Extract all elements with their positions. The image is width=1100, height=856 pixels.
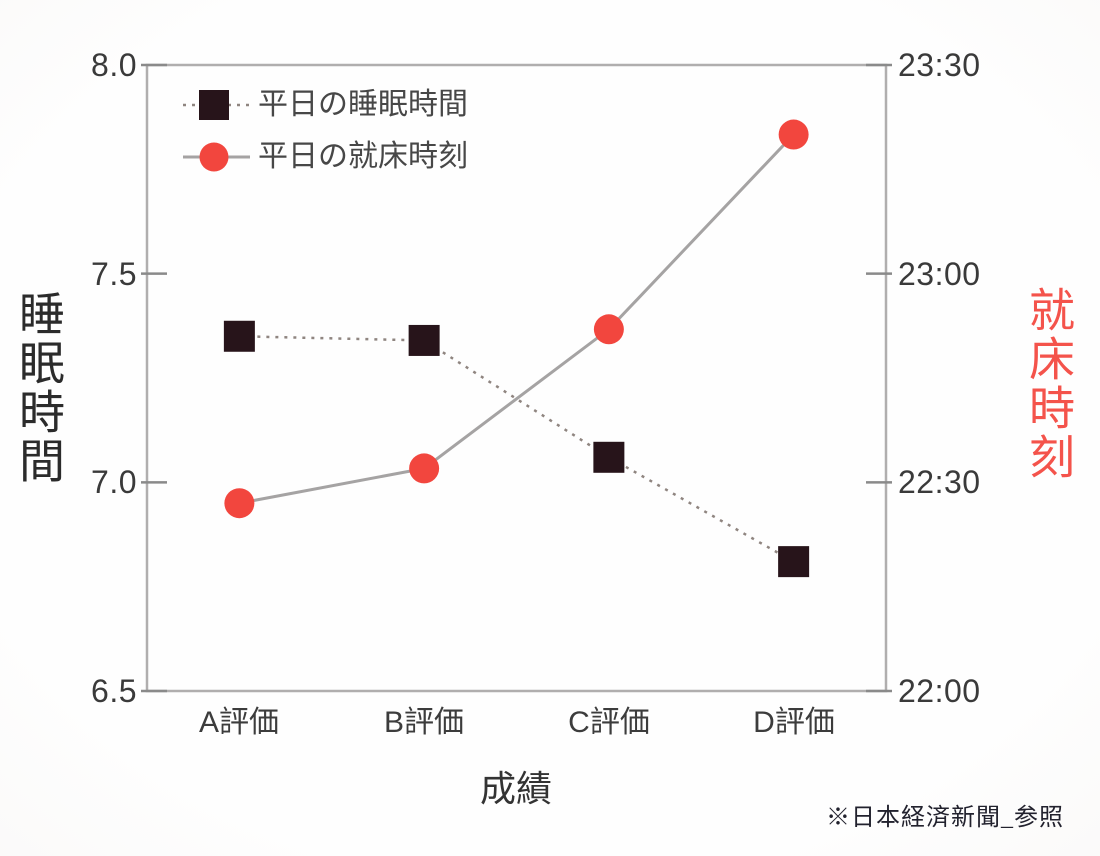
bedtime-marker-3 — [778, 119, 809, 150]
y-right-axis-title: 就床時刻 — [1023, 286, 1075, 482]
bedtime-marker-2 — [593, 314, 624, 345]
x-tick-label-0: A評価 — [198, 706, 279, 739]
bedtime-marker-0 — [224, 488, 255, 519]
y-left-tick-label-1: 7.5 — [91, 256, 137, 292]
sleep-hours-marker-1 — [408, 324, 440, 356]
y-left-tick-label-0: 8.0 — [91, 47, 137, 83]
x-tick-label-2: C評価 — [568, 706, 650, 739]
y-left-axis-title: 睡眠時間 — [13, 290, 65, 486]
legend-label-bedtime: 平日の就床時刻 — [258, 140, 468, 173]
bedtime-line — [239, 133, 795, 505]
y-left-tick-label-2: 7.0 — [91, 464, 137, 500]
source-note: ※日本経済新聞_参照 — [826, 805, 1064, 831]
sleep-hours-marker-3 — [778, 546, 810, 578]
x-axis-title: 成績 — [479, 768, 552, 809]
y-right-tick-label-0: 23:30 — [898, 47, 981, 83]
bedtime-marker-1 — [409, 453, 440, 484]
x-tick-label-1: B評価 — [383, 706, 464, 739]
sleep-hours-marker-0 — [223, 320, 255, 352]
legend-square-marker-icon — [199, 90, 229, 120]
y-left-tick-label-3: 6.5 — [91, 673, 137, 709]
legend-label-sleep-hours: 平日の睡眠時間 — [258, 88, 468, 121]
y-right-tick-label-1: 23:00 — [898, 256, 981, 292]
y-right-tick-label-3: 22:00 — [898, 673, 981, 709]
sleep-hours-line — [239, 335, 795, 563]
sleep-hours-marker-2 — [593, 441, 625, 473]
plot-frame — [145, 63, 888, 693]
x-tick-label-3: D評価 — [753, 706, 835, 739]
legend-circle-marker-icon — [199, 142, 229, 172]
y-right-tick-label-2: 22:30 — [898, 464, 981, 500]
